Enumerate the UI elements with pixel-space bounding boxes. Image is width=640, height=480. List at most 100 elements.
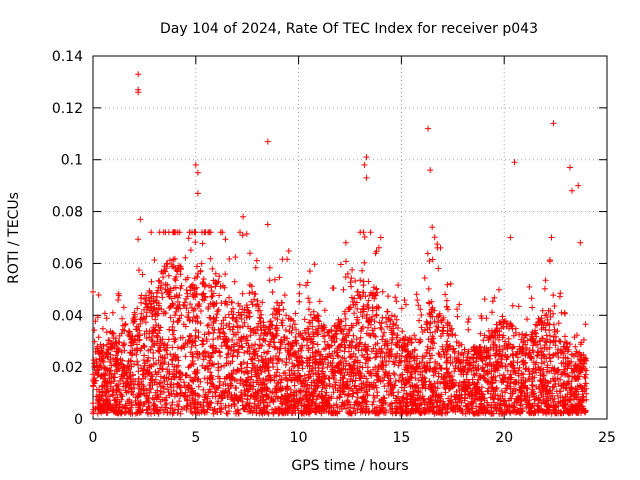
data-point [581, 373, 588, 380]
data-point [417, 336, 424, 343]
data-point [405, 379, 412, 386]
data-point [393, 298, 400, 305]
data-point [554, 328, 561, 335]
data-point [528, 331, 535, 338]
data-point [124, 362, 131, 369]
data-point [177, 271, 184, 278]
data-point [151, 257, 158, 263]
data-point [237, 229, 243, 236]
data-point [347, 342, 354, 349]
data-point [225, 311, 232, 318]
data-point [412, 375, 419, 382]
data-point [425, 125, 432, 132]
data-point [141, 362, 148, 369]
data-point [384, 308, 391, 315]
data-point [567, 164, 573, 171]
data-point [365, 324, 371, 331]
data-point [280, 370, 287, 377]
data-point [120, 342, 127, 349]
data-point [91, 327, 98, 334]
data-point [380, 333, 386, 340]
data-point [491, 399, 498, 406]
data-point [438, 365, 445, 372]
data-point [178, 312, 185, 319]
x-axis-label: GPS time / hours [291, 458, 408, 474]
data-point [542, 277, 549, 284]
data-point [105, 337, 112, 344]
data-point [261, 349, 267, 356]
data-point [307, 311, 314, 318]
data-point [218, 363, 225, 370]
data-point [134, 358, 141, 365]
data-point [364, 392, 371, 399]
data-point [310, 308, 317, 315]
data-point [122, 322, 128, 328]
data-point [461, 395, 468, 402]
data-point [266, 277, 273, 284]
data-point [137, 316, 144, 323]
data-point [285, 248, 292, 254]
data-point [305, 295, 312, 302]
data-point [141, 342, 147, 349]
data-point [349, 266, 356, 273]
data-point [346, 348, 352, 355]
data-point [421, 275, 428, 281]
data-point [391, 330, 397, 337]
data-point [238, 316, 245, 322]
data-point [511, 159, 518, 166]
data-point [480, 364, 486, 371]
data-point [519, 358, 525, 365]
data-point [188, 344, 195, 350]
data-point [258, 369, 265, 375]
data-point [222, 271, 229, 278]
data-point [431, 234, 438, 241]
data-point [361, 161, 368, 168]
data-point [90, 406, 97, 413]
data-point [582, 321, 589, 328]
data-point [283, 312, 290, 319]
data-point [343, 405, 349, 412]
data-point [141, 343, 148, 350]
data-point [377, 234, 384, 241]
data-point [275, 356, 282, 363]
data-point [281, 292, 288, 299]
data-point [267, 318, 274, 325]
x-tick-label: 25 [598, 430, 616, 446]
data-point [340, 375, 347, 382]
data-point [397, 359, 404, 366]
data-point [465, 316, 472, 322]
data-point [181, 379, 187, 386]
data-point [424, 250, 431, 257]
y-axis-label: ROTI / TECUs [6, 192, 22, 284]
chart-title: Day 104 of 2024, Rate Of TEC Index for r… [160, 21, 538, 37]
data-point [136, 336, 143, 343]
data-point [195, 383, 202, 390]
data-point [550, 292, 557, 299]
data-point [92, 348, 99, 355]
data-point [258, 353, 265, 360]
data-point [216, 292, 223, 299]
data-point [104, 346, 111, 353]
data-point [546, 257, 553, 263]
data-point [348, 275, 355, 282]
data-point [363, 154, 370, 161]
data-point [212, 270, 219, 277]
data-point [464, 319, 471, 325]
data-point [392, 294, 399, 301]
data-point [217, 283, 224, 290]
data-point [119, 315, 126, 322]
data-point [111, 374, 118, 381]
data-point [489, 309, 495, 316]
data-point [218, 300, 225, 306]
y-tick-label: 0.14 [52, 49, 83, 65]
data-point [354, 305, 361, 312]
y-tick-label: 0.02 [52, 360, 83, 376]
data-point [279, 322, 286, 329]
data-point [171, 255, 178, 262]
data-point [206, 314, 213, 321]
data-point [150, 361, 157, 368]
data-point [562, 333, 568, 340]
data-point [437, 244, 444, 251]
x-tick-label: 15 [392, 430, 410, 446]
